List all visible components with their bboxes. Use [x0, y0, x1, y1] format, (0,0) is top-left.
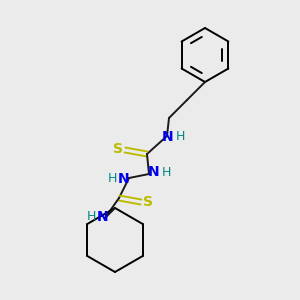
Text: N: N	[118, 172, 130, 186]
Text: S: S	[143, 195, 153, 209]
Text: H: H	[107, 172, 117, 185]
Text: H: H	[86, 211, 96, 224]
Text: H: H	[175, 130, 185, 143]
Text: S: S	[113, 142, 123, 156]
Text: N: N	[148, 165, 160, 179]
Text: N: N	[97, 210, 109, 224]
Text: N: N	[162, 130, 174, 144]
Text: H: H	[161, 166, 171, 178]
